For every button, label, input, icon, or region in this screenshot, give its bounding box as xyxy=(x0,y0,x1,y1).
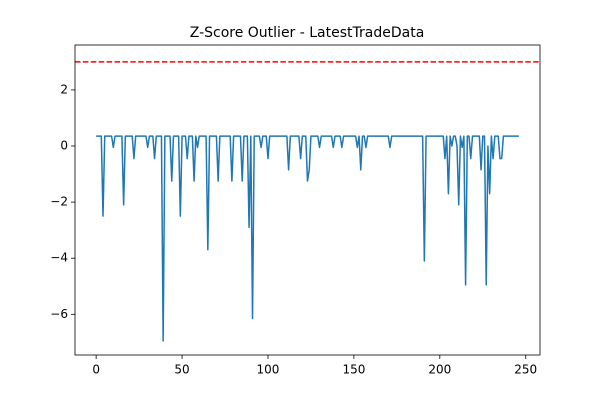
y-tick-label: −6 xyxy=(50,307,68,321)
y-tick-label: −2 xyxy=(50,195,68,209)
chart-title: Z-Score Outlier - LatestTradeData xyxy=(190,25,425,41)
x-tick-label: 200 xyxy=(428,363,451,377)
data-line xyxy=(96,135,519,342)
x-tick-label: 0 xyxy=(92,363,100,377)
x-tick-label: 150 xyxy=(342,363,365,377)
plot-frame xyxy=(74,44,541,356)
x-tick-label: 50 xyxy=(174,363,189,377)
y-tick-label: 2 xyxy=(60,82,68,96)
y-tick-label: −4 xyxy=(50,251,68,265)
x-tick-label: 100 xyxy=(257,363,280,377)
y-tick-label: 0 xyxy=(60,138,68,152)
x-tick-label: 250 xyxy=(514,363,537,377)
